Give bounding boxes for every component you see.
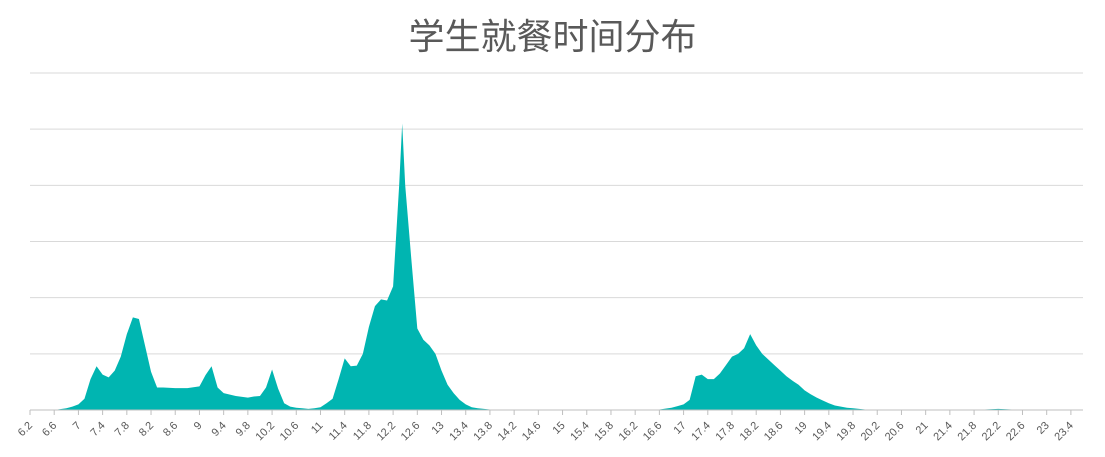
x-tick-label: 22.2: [980, 420, 1004, 444]
x-tick-label: 16.6: [641, 420, 665, 444]
x-tick-label: 8.6: [161, 420, 180, 439]
x-tick-label: 11: [309, 420, 326, 437]
x-tick-label: 9: [192, 420, 205, 433]
x-tick-label: 15: [551, 420, 568, 437]
x-tick-label: 23: [1035, 420, 1052, 437]
x-tick-label: 17.4: [689, 420, 713, 444]
x-tick-label: 12.2: [375, 420, 399, 444]
x-tick-label: 18.2: [738, 420, 762, 444]
x-tick-label: 6.6: [40, 420, 59, 439]
x-tick-label: 7.8: [113, 420, 132, 439]
x-tick-label: 13.4: [447, 420, 471, 444]
chart-title: 学生就餐时间分布: [408, 17, 697, 58]
x-tick-label: 14.2: [496, 420, 520, 444]
x-tick-label: 21.8: [956, 420, 980, 444]
x-tick-label: 19.8: [835, 420, 859, 444]
x-tick-label: 13: [429, 420, 446, 437]
x-tick-label: 21: [914, 420, 931, 437]
x-tick-label: 20.6: [883, 420, 907, 444]
x-tick-label: 21.4: [931, 420, 955, 444]
x-tick-label: 11.4: [327, 420, 350, 443]
x-tick-label: 7.4: [88, 420, 107, 439]
x-tick-label: 9.8: [234, 420, 253, 439]
x-tick-label: 17: [672, 420, 689, 437]
x-tick-label: 6.2: [16, 420, 35, 439]
x-tick-label: 22.6: [1004, 420, 1028, 444]
x-tick-label: 18.6: [762, 420, 786, 444]
x-tick-label: 19: [793, 420, 810, 437]
area-series-0: [30, 123, 1083, 411]
x-tick-label: 10.6: [278, 420, 302, 444]
x-tick-label: 23.4: [1052, 420, 1076, 444]
x-tick-label: 15.8: [592, 420, 616, 444]
x-tick-label: 14.6: [520, 420, 544, 444]
x-tick-label: 16.2: [617, 420, 641, 444]
x-tick-label: 11.8: [351, 420, 374, 443]
x-tick-label: 12.6: [399, 420, 423, 444]
x-tick-label: 7: [71, 420, 84, 433]
x-tick-label: 19.4: [810, 420, 834, 444]
x-tick-label: 15.4: [568, 420, 592, 444]
x-tick-label: 20.2: [859, 420, 883, 444]
x-tick-label: 10.2: [254, 420, 278, 444]
x-tick-label: 17.8: [713, 420, 737, 444]
x-tick-label: 9.4: [209, 420, 228, 439]
x-tick-label: 13.8: [471, 420, 495, 444]
x-tick-label: 8.2: [137, 420, 156, 439]
